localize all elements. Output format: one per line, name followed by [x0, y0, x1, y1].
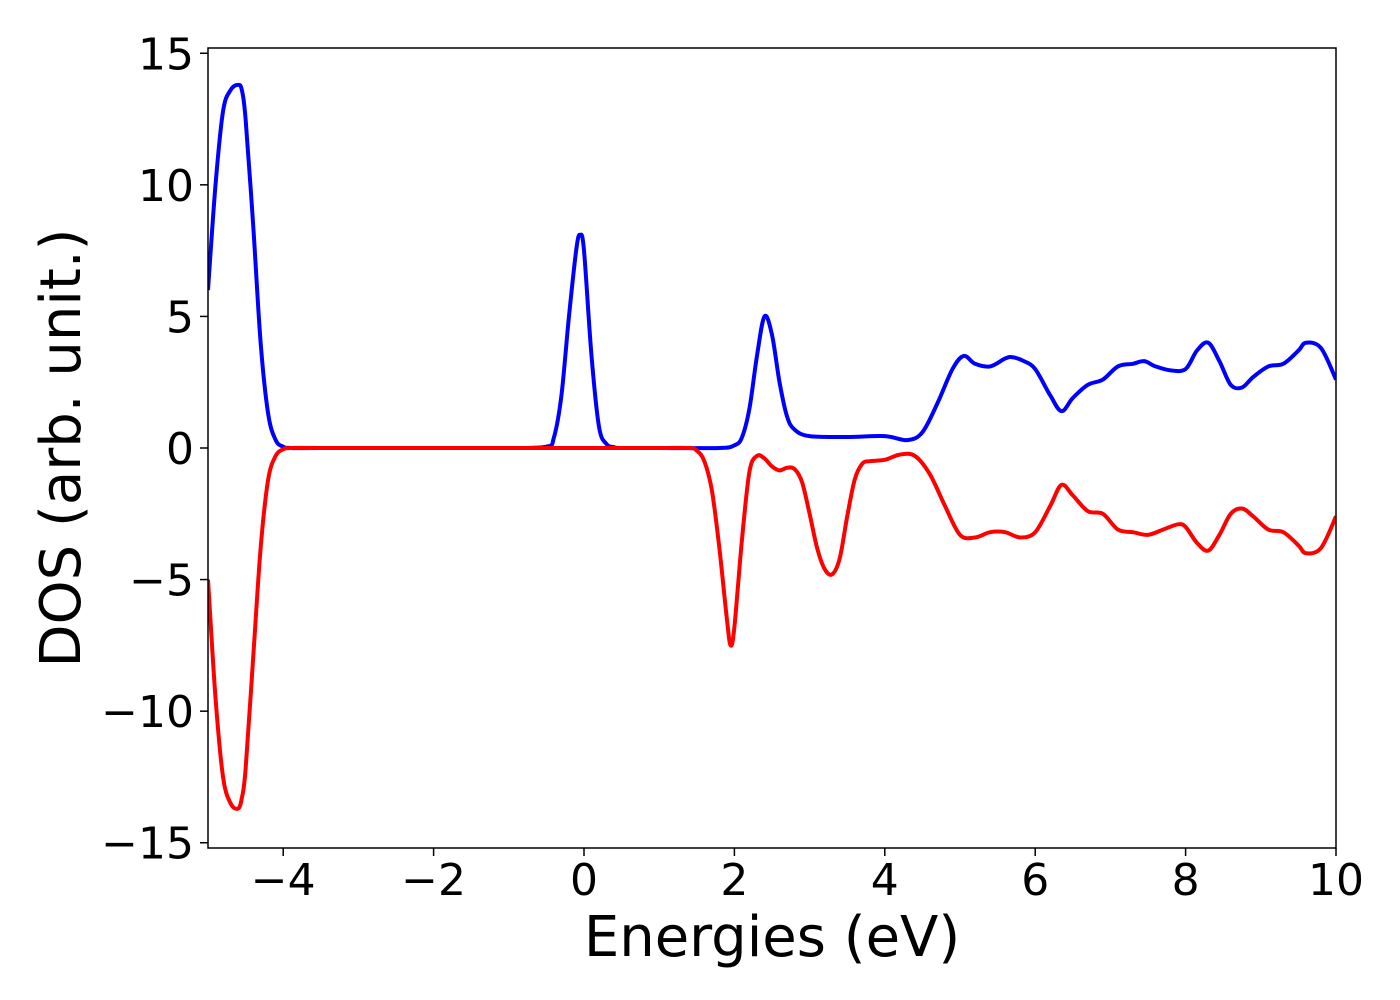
x-tick-label: 6	[1021, 855, 1049, 906]
x-tick-label: 10	[1308, 855, 1364, 906]
x-axis-label: Energies (eV)	[584, 905, 960, 970]
y-tick-label: 5	[166, 292, 194, 343]
x-tick-label: 2	[720, 855, 748, 906]
y-tick-label: −10	[101, 687, 194, 738]
spin-up-dos-line	[208, 82, 1336, 451]
y-tick-label: 15	[138, 29, 194, 80]
x-tick-label: 8	[1172, 855, 1200, 906]
series-layer	[208, 82, 1336, 811]
y-axis-label: DOS (arb. unit.)	[29, 228, 94, 667]
x-tick-label: −4	[251, 855, 316, 906]
x-axis: −4 −2 0 2 4 6 8 10	[251, 848, 1364, 906]
x-tick-label: −2	[401, 855, 466, 906]
x-tick-label: 4	[871, 855, 899, 906]
spin-down-dos-line	[208, 445, 1336, 811]
y-tick-label: −5	[129, 556, 194, 607]
y-tick-label: 10	[138, 161, 194, 212]
y-axis: 15 10 5 0 −5 −10 −15	[101, 29, 208, 870]
x-tick-label: 0	[570, 855, 598, 906]
y-tick-label: 0	[166, 424, 194, 475]
y-tick-label: −15	[101, 819, 194, 870]
